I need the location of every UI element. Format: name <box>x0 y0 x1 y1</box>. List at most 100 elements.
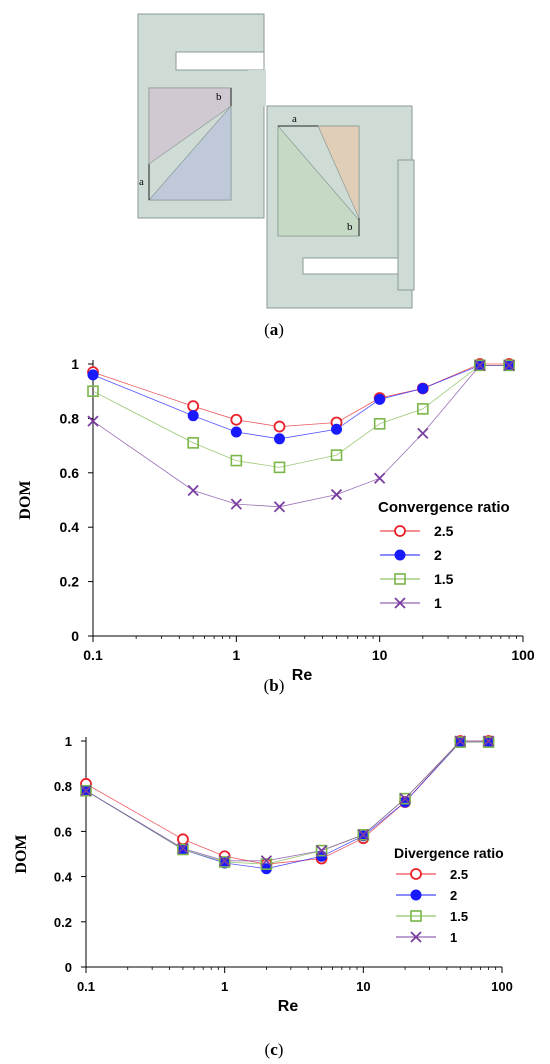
legend-marker-1 <box>394 597 406 609</box>
data-point-1.5 <box>417 403 429 415</box>
data-point-1.5 <box>80 784 92 797</box>
data-point-1.5 <box>454 736 467 748</box>
legend-marker-1 <box>410 931 422 943</box>
y-tick-label: 0.2 <box>60 574 80 590</box>
series-line-1.5 <box>92 364 510 468</box>
caption-c: (c) <box>265 1040 284 1059</box>
data-point-1.5 <box>177 843 189 856</box>
data-point-2 <box>374 393 386 405</box>
x-axis-label: Re <box>278 998 299 1015</box>
data-point-1 <box>187 484 199 497</box>
right-slot <box>302 257 399 275</box>
caption-b: (b) <box>264 676 285 695</box>
legend-marker-1.5 <box>394 573 406 585</box>
data-point-1 <box>230 498 242 510</box>
x-axis-label: Re <box>292 667 313 684</box>
data-point-1.5 <box>315 844 328 857</box>
data-point-2 <box>417 382 429 394</box>
y-axis-label: DOM <box>13 834 30 873</box>
data-point-2 <box>230 426 242 438</box>
data-point-1.5 <box>399 792 411 805</box>
legend-label-1: 1 <box>434 595 442 611</box>
x-tick-label: 0.1 <box>83 647 103 663</box>
legend-label-2: 2 <box>450 888 457 903</box>
x-tick-label: 0.1 <box>77 979 95 994</box>
panel-a-schematic: b a a b (a) <box>137 13 415 339</box>
dim-label-a-left: a <box>139 176 144 188</box>
data-point-1.5 <box>218 856 231 868</box>
data-point-1 <box>80 785 92 797</box>
data-point-1 <box>273 501 286 513</box>
legend-title: Convergence ratio <box>378 499 510 516</box>
data-point-1 <box>399 792 411 805</box>
y-tick-label: 0.8 <box>54 779 72 794</box>
legend-label-2.5: 2.5 <box>434 523 454 539</box>
left-tri-lower <box>148 105 232 201</box>
data-point-2.5 <box>187 400 200 413</box>
data-point-1 <box>474 359 486 371</box>
data-point-2 <box>87 369 99 381</box>
data-point-2 <box>273 433 285 445</box>
data-point-1 <box>315 844 328 857</box>
x-tick-label: 100 <box>491 979 513 994</box>
caption-a: (a) <box>264 320 284 339</box>
x-tick-label: 1 <box>221 979 228 994</box>
legend-label-2: 2 <box>434 547 442 563</box>
y-tick-label: 0.8 <box>60 410 80 426</box>
right-tri-right <box>317 125 360 219</box>
y-tick-label: 0 <box>71 628 79 644</box>
y-tick-label: 0 <box>65 960 72 975</box>
legend-marker-1.5 <box>410 910 422 922</box>
y-tick-label: 0.2 <box>54 915 72 930</box>
y-tick-label: 1 <box>71 356 79 372</box>
legend-label-1.5: 1.5 <box>434 571 454 587</box>
x-tick-label: 10 <box>356 979 370 994</box>
series-line-2.5 <box>92 363 510 428</box>
series-line-1 <box>85 740 489 862</box>
y-tick-label: 0.4 <box>54 870 73 885</box>
series-line-1 <box>92 364 510 508</box>
right-tab <box>397 159 415 291</box>
center-gap <box>248 70 266 106</box>
dim-label-b-right: b <box>347 221 353 233</box>
legend-title: Divergence ratio <box>394 845 504 861</box>
data-point-1 <box>260 855 273 867</box>
dim-label-a-right: a <box>292 113 297 125</box>
chart-b: 0 0.2 0.4 0.6 0.8 1 0.1 1 10 100 Re DOM Convergence … <box>17 356 535 684</box>
chart-c: 0 0.2 0.4 0.6 0.8 1 0.1 1 10 100 Re DOM Divergence r… <box>13 734 513 1015</box>
data-point-1.5 <box>503 359 515 372</box>
legend-marker-2 <box>394 549 406 561</box>
legend-label-2.5: 2.5 <box>450 867 468 882</box>
data-point-1.5 <box>482 736 495 748</box>
y-axis-label: DOM <box>17 480 34 519</box>
data-point-1 <box>219 855 231 867</box>
legend-marker-2.5 <box>410 868 422 880</box>
y-tick-label: 0.6 <box>60 465 80 481</box>
legend-label-1: 1 <box>450 930 457 945</box>
data-point-2 <box>331 423 343 435</box>
data-point-2.5 <box>177 833 189 846</box>
x-tick-label: 10 <box>372 647 388 663</box>
legend-label-1.5: 1.5 <box>450 909 468 924</box>
left-slot <box>175 51 265 71</box>
y-tick-label: 1 <box>65 734 72 749</box>
data-point-1 <box>330 488 343 501</box>
data-point-1.5 <box>87 385 99 398</box>
data-point-2 <box>187 410 199 422</box>
legend-marker-2 <box>410 889 422 901</box>
data-point-1 <box>357 829 369 841</box>
data-point-1 <box>87 415 99 427</box>
data-point-2.5 <box>273 420 286 433</box>
data-point-1.5 <box>273 461 286 474</box>
data-point-1.5 <box>330 449 343 461</box>
data-point-1.5 <box>373 418 386 430</box>
x-tick-label: 100 <box>511 647 535 663</box>
data-point-1 <box>482 735 495 747</box>
data-point-1.5 <box>474 359 486 372</box>
legend-marker-2.5 <box>394 525 406 537</box>
dim-label-b-left: b <box>216 91 222 103</box>
data-point-1 <box>177 842 189 854</box>
y-tick-label: 0.6 <box>54 824 72 839</box>
x-tick-label: 1 <box>232 647 240 663</box>
